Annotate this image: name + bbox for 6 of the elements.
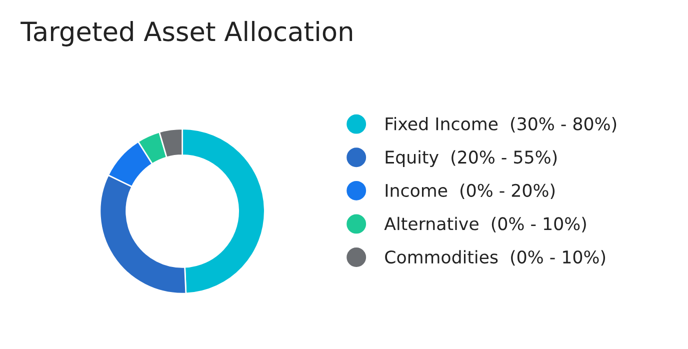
legend-label: Alternative (0% - 10%) <box>384 216 586 232</box>
legend-label: Fixed Income (30% - 80%) <box>386 116 616 132</box>
legend-label: Commodities (0% - 10%) <box>385 250 606 266</box>
chart-title: Targeted Asset Allocation <box>20 20 352 46</box>
legend-label: Income (0% - 20%) <box>386 184 555 200</box>
legend-label: Equity (20% - 55%) <box>386 150 557 168</box>
